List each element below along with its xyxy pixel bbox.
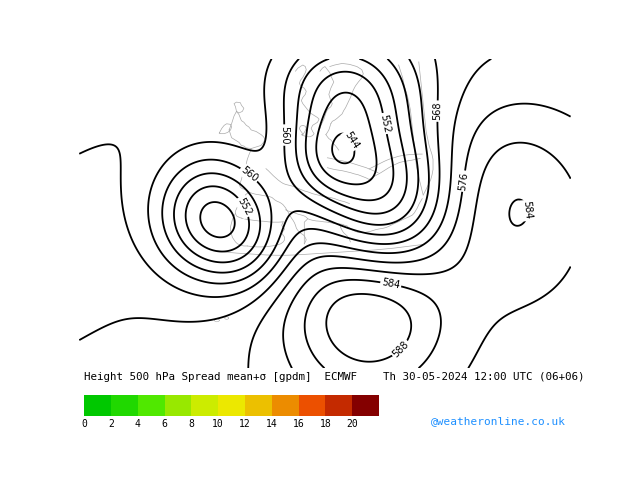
Text: 568: 568 bbox=[432, 102, 443, 121]
Text: 588: 588 bbox=[391, 339, 411, 359]
Bar bbox=[191, 395, 218, 416]
Bar bbox=[325, 395, 352, 416]
Text: 560: 560 bbox=[279, 126, 289, 145]
Text: 12: 12 bbox=[239, 419, 251, 429]
Text: Height 500 hPa Spread mean+σ [gpdm]  ECMWF    Th 30-05-2024 12:00 UTC (06+06): Height 500 hPa Spread mean+σ [gpdm] ECMW… bbox=[84, 371, 585, 382]
Text: 14: 14 bbox=[266, 419, 278, 429]
Text: 544: 544 bbox=[342, 129, 361, 150]
Text: 576: 576 bbox=[458, 171, 470, 191]
Bar bbox=[218, 395, 245, 416]
Bar bbox=[138, 395, 165, 416]
Text: 552: 552 bbox=[235, 196, 253, 218]
Text: 6: 6 bbox=[162, 419, 167, 429]
Text: 584: 584 bbox=[381, 277, 401, 291]
Bar bbox=[245, 395, 272, 416]
Text: 18: 18 bbox=[320, 419, 331, 429]
Text: 552: 552 bbox=[378, 113, 391, 134]
Text: 16: 16 bbox=[293, 419, 304, 429]
Bar bbox=[111, 395, 138, 416]
Text: 2: 2 bbox=[108, 419, 114, 429]
Bar bbox=[299, 395, 325, 416]
Text: 20: 20 bbox=[346, 419, 358, 429]
Text: 560: 560 bbox=[239, 165, 259, 184]
Text: 8: 8 bbox=[188, 419, 194, 429]
Bar bbox=[84, 395, 111, 416]
Bar bbox=[272, 395, 299, 416]
Text: 584: 584 bbox=[522, 201, 533, 220]
Text: @weatheronline.co.uk: @weatheronline.co.uk bbox=[430, 416, 566, 426]
Text: 4: 4 bbox=[135, 419, 141, 429]
Bar bbox=[165, 395, 191, 416]
Text: 0: 0 bbox=[81, 419, 87, 429]
Text: 10: 10 bbox=[212, 419, 224, 429]
Bar bbox=[352, 395, 379, 416]
